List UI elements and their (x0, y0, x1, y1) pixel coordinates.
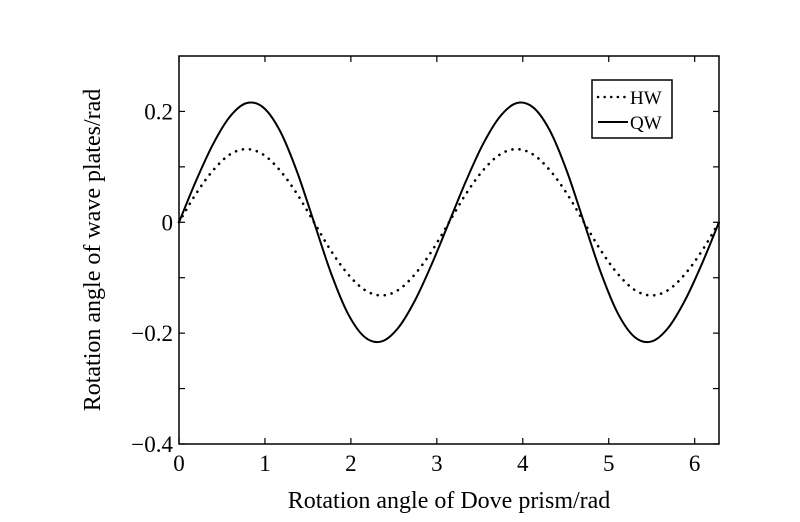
x-tick-label: 5 (603, 451, 615, 476)
x-tick-label: 3 (431, 451, 443, 476)
x-tick-label: 1 (259, 451, 271, 476)
x-tick-label: 4 (517, 451, 529, 476)
y-tick-label: 0.2 (144, 99, 173, 124)
y-tick-label: 0 (162, 210, 174, 235)
legend-label-qw: QW (630, 113, 662, 134)
x-axis-label: Rotation angle of Dove prism/rad (288, 488, 611, 514)
y-tick-label: −0.4 (131, 432, 173, 457)
plot-frame (178, 55, 720, 445)
series-line-qw (178, 101, 720, 344)
x-tick-label: 2 (345, 451, 357, 476)
series-layer (177, 101, 721, 344)
legend-box (591, 79, 673, 139)
x-tick-label: 6 (689, 451, 701, 476)
y-tick-label: −0.2 (131, 321, 173, 346)
legend-label-hw: HW (630, 88, 662, 109)
legend: HW QW (591, 79, 673, 139)
x-tick-label: 0 (173, 451, 185, 476)
y-axis-label: Rotation angle of wave plates/rad (80, 89, 106, 412)
